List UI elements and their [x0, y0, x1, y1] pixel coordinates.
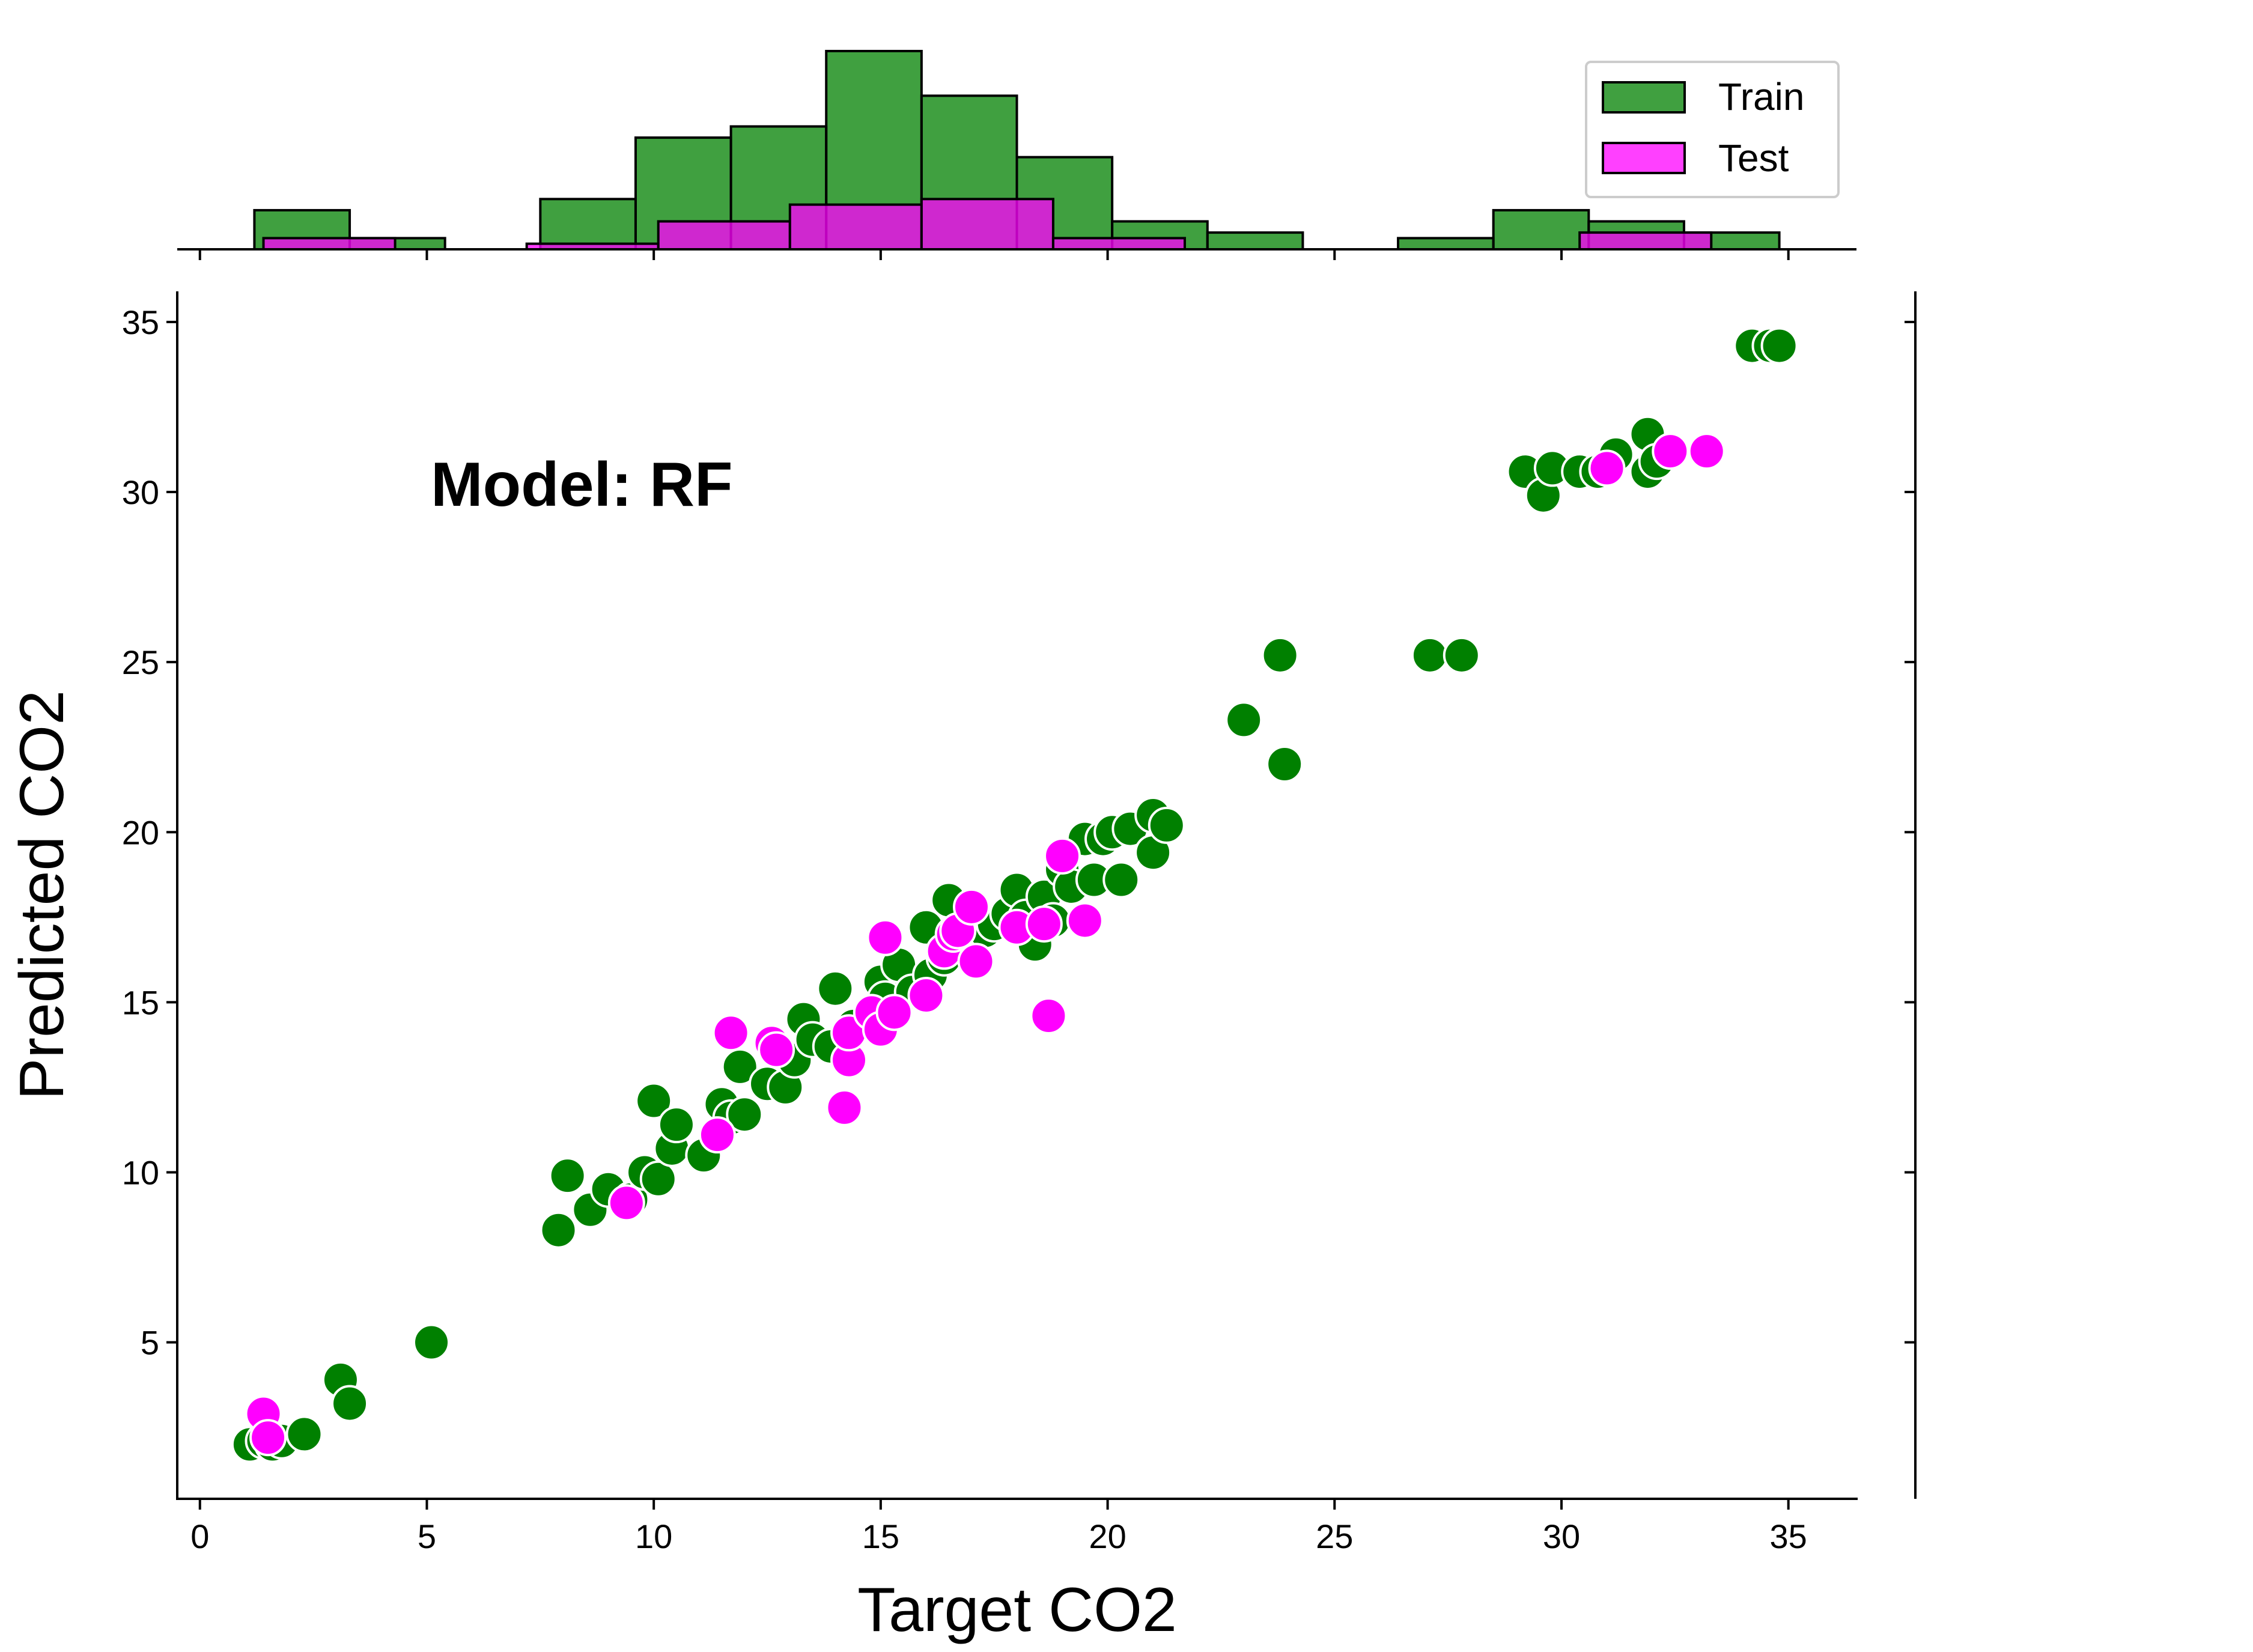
point-test-18 [952, 888, 990, 926]
x-axis-title: Target CO2 [857, 1575, 1177, 1645]
point-test-2 [607, 1184, 645, 1222]
y-axis-ticks: 5 10 15 20 25 30 35 [122, 303, 177, 1362]
point-train-64 [1411, 636, 1449, 674]
legend-label-train: Train [1718, 75, 1804, 118]
point-train-14 [635, 1082, 673, 1120]
point-test-14 [907, 977, 945, 1015]
x-axis-ticks: 0 5 10 15 20 25 30 35 [190, 1499, 1807, 1555]
point-train-30 [816, 970, 854, 1007]
histogram-bar-test-6 [1578, 231, 1713, 251]
histogram-bar-test-0 [262, 237, 397, 251]
point-test-13 [875, 994, 913, 1031]
point-train-62 [1261, 636, 1299, 674]
point-test-23 [1044, 837, 1081, 875]
point-test-1 [249, 1419, 287, 1457]
histogram-bar-test-4 [920, 198, 1054, 251]
right-marginal-y-ticks [1905, 320, 1915, 1344]
point-train-56 [1102, 861, 1140, 899]
x-tick-label: 30 [1543, 1517, 1580, 1555]
point-test-26 [1652, 433, 1689, 470]
point-test-22 [1030, 997, 1068, 1034]
legend-label-test: Test [1718, 136, 1789, 180]
point-train-21 [721, 1048, 759, 1086]
point-train-8 [540, 1211, 577, 1249]
point-test-27 [1688, 433, 1725, 470]
point-train-4 [285, 1415, 323, 1453]
point-test-21 [1025, 905, 1063, 943]
point-test-6 [758, 1031, 795, 1069]
point-test-25 [1588, 449, 1626, 487]
legend-swatch-train [1602, 81, 1686, 114]
histogram-bar-train-10 [1397, 237, 1495, 251]
histogram-bar-train-9 [1206, 231, 1304, 251]
x-tick-label: 35 [1770, 1517, 1807, 1555]
legend: Train Test [1585, 61, 1840, 198]
x-tick-label: 0 [190, 1517, 209, 1555]
point-test-3 [698, 1116, 736, 1154]
y-tick-label: 25 [122, 643, 159, 681]
y-tick-label: 5 [141, 1324, 159, 1362]
point-test-7 [825, 1089, 863, 1126]
histogram-x-ticks [198, 249, 1790, 260]
histogram-bar-train-2 [539, 198, 637, 251]
point-test-4 [712, 1014, 750, 1052]
point-test-24 [1066, 902, 1104, 940]
x-tick-label: 20 [1089, 1517, 1126, 1555]
point-test-19 [957, 943, 995, 980]
histogram-bar-test-3 [788, 203, 923, 251]
x-tick-label: 5 [418, 1517, 436, 1555]
point-train-6 [331, 1385, 369, 1423]
point-train-63 [1266, 746, 1304, 783]
scatter-test-points [245, 433, 1725, 1457]
point-test-12 [866, 919, 904, 956]
y-tick-label: 15 [122, 983, 159, 1021]
y-tick-label: 30 [122, 473, 159, 511]
point-train-7 [413, 1323, 451, 1361]
point-train-17 [657, 1106, 695, 1144]
x-tick-label: 15 [862, 1517, 899, 1555]
x-tick-label: 25 [1316, 1517, 1353, 1555]
y-tick-label: 20 [122, 813, 159, 851]
y-tick-label: 10 [122, 1153, 159, 1191]
histogram-bar-test-5 [1051, 237, 1186, 251]
histogram-test-bars [262, 198, 1713, 251]
x-tick-label: 10 [635, 1517, 672, 1555]
histogram-bar-test-2 [657, 220, 791, 251]
point-train-65 [1443, 636, 1480, 674]
model-annotation: Model: RF [431, 450, 733, 520]
point-train-9 [549, 1157, 586, 1195]
point-train-15 [639, 1160, 677, 1198]
point-train-61 [1225, 701, 1263, 739]
legend-swatch-test [1602, 142, 1686, 174]
y-axis-title: Predicted CO2 [7, 690, 77, 1100]
y-tick-label: 35 [122, 303, 159, 341]
point-train-77 [1760, 327, 1798, 365]
point-train-60 [1148, 806, 1185, 844]
histogram-bar-train-11 [1492, 208, 1590, 251]
point-train-22 [726, 1096, 764, 1134]
